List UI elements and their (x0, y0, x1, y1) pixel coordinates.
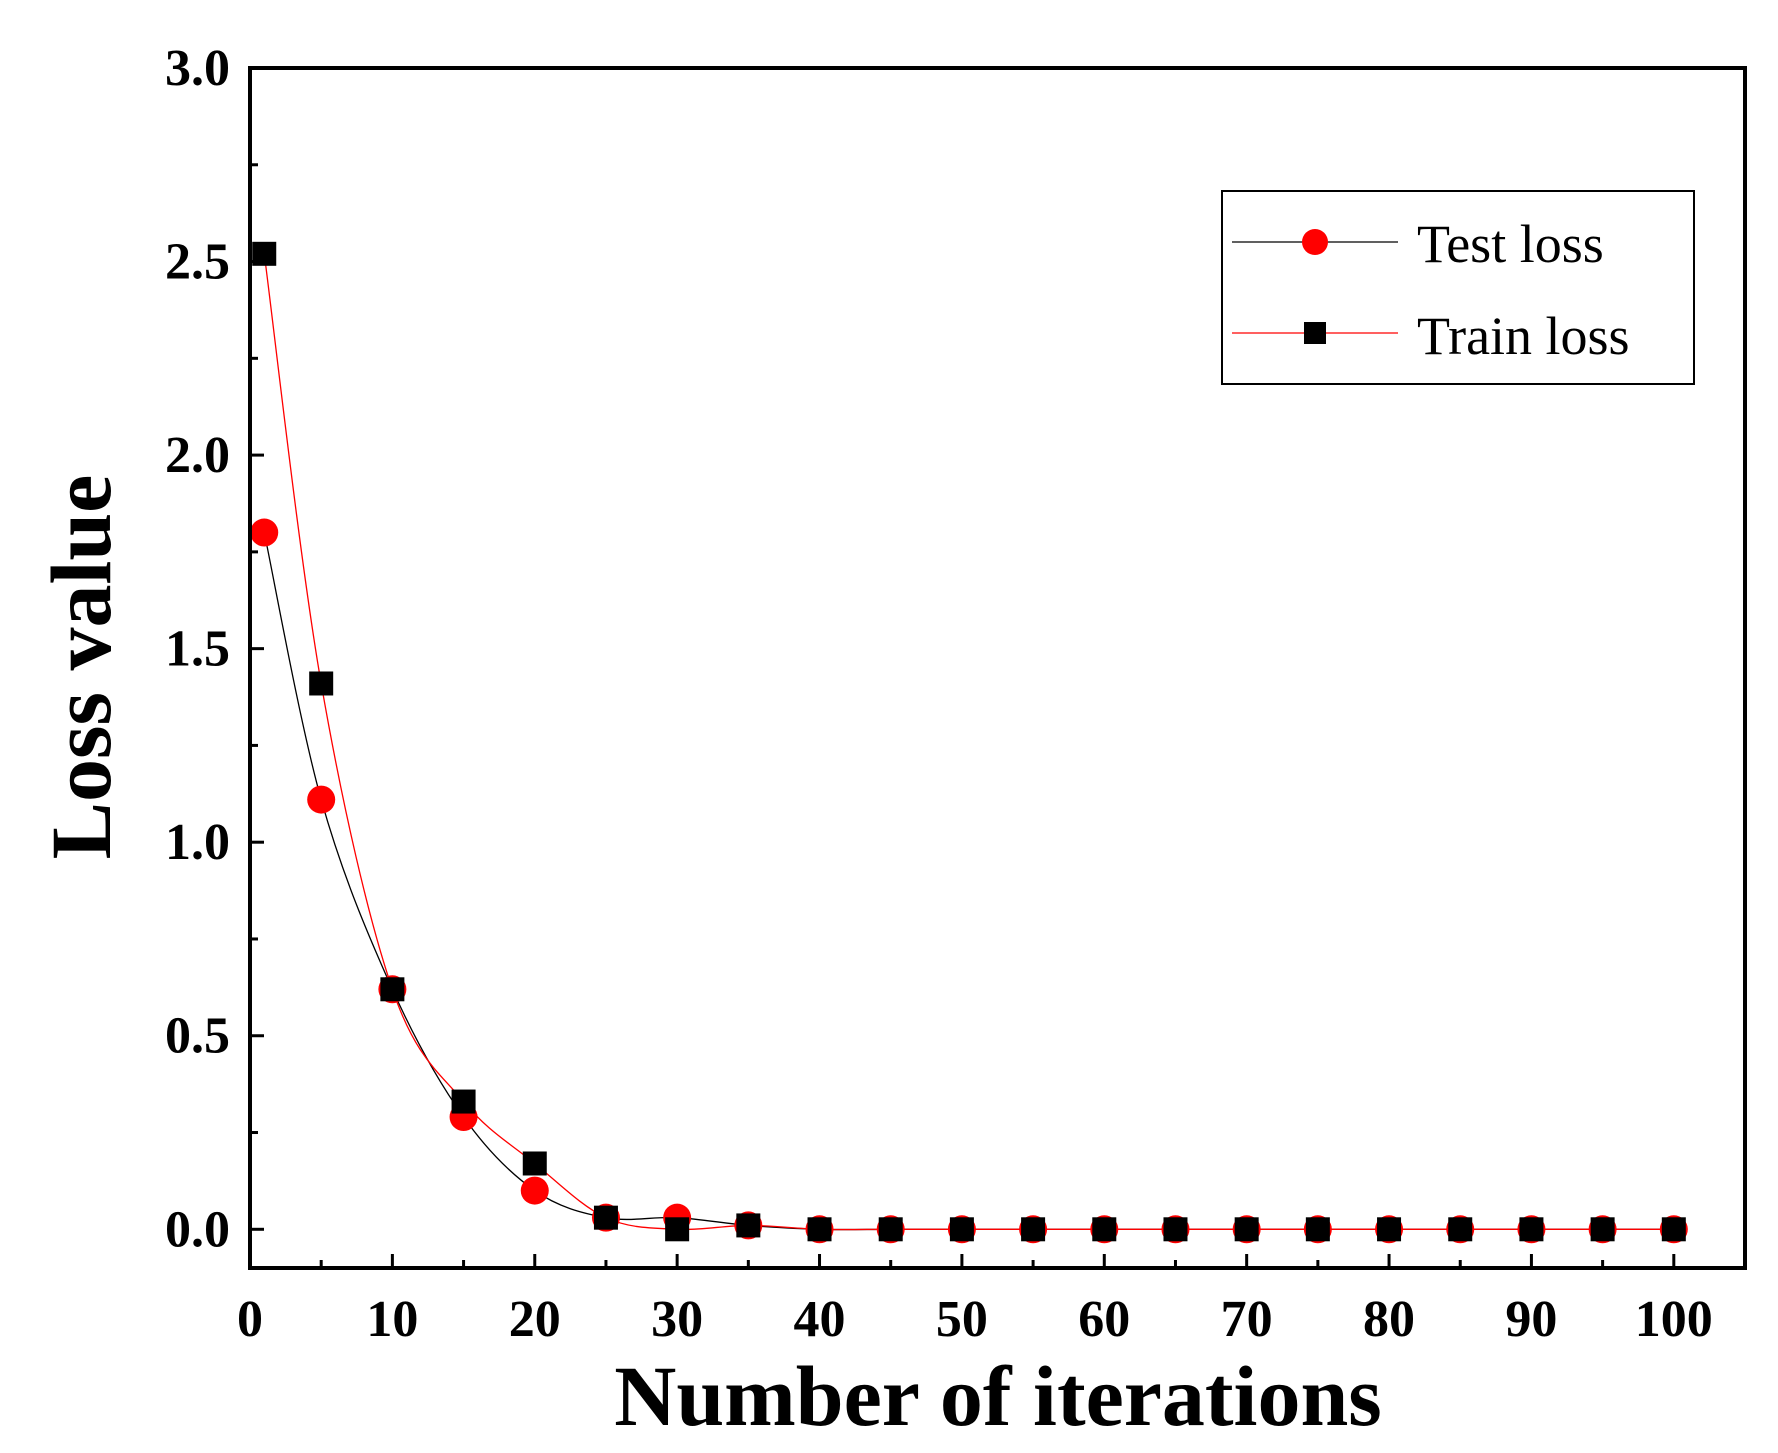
train-loss-point (736, 1213, 761, 1238)
legend-test-label: Test loss (1417, 214, 1604, 274)
y-tick-label: 2.5 (165, 234, 230, 291)
legend-box (1221, 190, 1695, 385)
train-loss-point (451, 1089, 476, 1114)
legend-train-label: Train loss (1417, 306, 1630, 366)
x-tick-label: 90 (1505, 1291, 1557, 1348)
x-axis-title: Number of iterations (614, 1348, 1382, 1444)
legend-test-marker (1302, 229, 1328, 255)
axis-ticks (248, 66, 1747, 1268)
x-tick-label: 70 (1221, 1291, 1273, 1348)
x-tick-label: 10 (366, 1291, 418, 1348)
y-tick-label: 1.0 (165, 814, 230, 871)
series-markers (250, 241, 1688, 1244)
plot-frame (248, 66, 1747, 1270)
train-loss-point (380, 977, 405, 1002)
train-loss-point (1448, 1217, 1473, 1242)
train-loss-point (1021, 1217, 1046, 1242)
x-tick-label: 50 (936, 1291, 988, 1348)
legend: Test loss Train loss (1221, 190, 1695, 385)
train-loss-point (1305, 1217, 1330, 1242)
train-loss-point (878, 1217, 903, 1242)
train-loss-point (665, 1217, 690, 1242)
train-loss-point (1661, 1217, 1686, 1242)
x-tick-label: 100 (1635, 1291, 1713, 1348)
train-loss-point (1092, 1217, 1117, 1242)
train-loss-point (1519, 1217, 1544, 1242)
x-tick-label: 30 (651, 1291, 703, 1348)
train-loss-point (807, 1217, 832, 1242)
tick-labels: 0 10 20 30 40 50 60 70 80 90 100 0.0 0.5 1.0 1.5 2.0 2.5… (165, 40, 1713, 1348)
y-tick-label: 0.0 (165, 1201, 230, 1258)
train-loss-point (1377, 1217, 1402, 1242)
train-loss-point (522, 1151, 547, 1176)
x-tick-label: 40 (794, 1291, 846, 1348)
y-axis-title: Loss value (33, 475, 129, 860)
train-loss-point (1590, 1217, 1615, 1242)
x-tick-label: 60 (1078, 1291, 1130, 1348)
y-tick-label: 2.0 (165, 427, 230, 484)
train-loss-point (1234, 1217, 1259, 1242)
test-loss-point (307, 785, 336, 814)
x-tick-label: 80 (1363, 1291, 1415, 1348)
y-tick-label: 3.0 (165, 40, 230, 97)
legend-train-marker (1304, 322, 1326, 344)
train-loss-point (949, 1217, 974, 1242)
train-loss-point (309, 671, 334, 696)
y-tick-label: 0.5 (165, 1008, 230, 1065)
test-loss-point (250, 518, 279, 547)
train-loss-point (593, 1205, 618, 1230)
x-tick-label: 20 (509, 1291, 561, 1348)
y-tick-label: 1.5 (165, 621, 230, 678)
test-loss-point (520, 1176, 549, 1205)
x-tick-label: 0 (237, 1291, 263, 1348)
train-loss-point (1163, 1217, 1188, 1242)
